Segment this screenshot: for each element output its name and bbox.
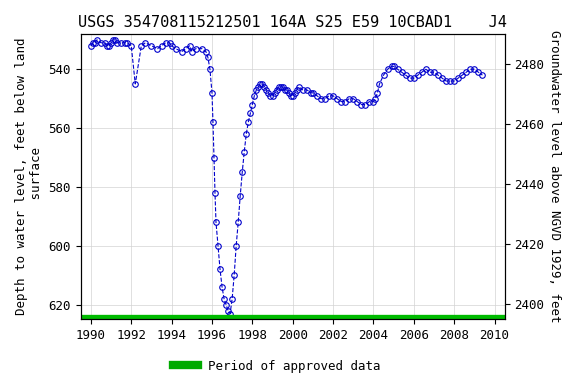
Legend: Period of approved data: Period of approved data — [168, 355, 385, 378]
Title: USGS 354708115212501 164A S25 E59 10CBAD1    J4: USGS 354708115212501 164A S25 E59 10CBAD… — [78, 15, 507, 30]
Y-axis label: Depth to water level, feet below land
 surface: Depth to water level, feet below land su… — [15, 38, 43, 315]
Y-axis label: Groundwater level above NGVD 1929, feet: Groundwater level above NGVD 1929, feet — [548, 30, 561, 323]
